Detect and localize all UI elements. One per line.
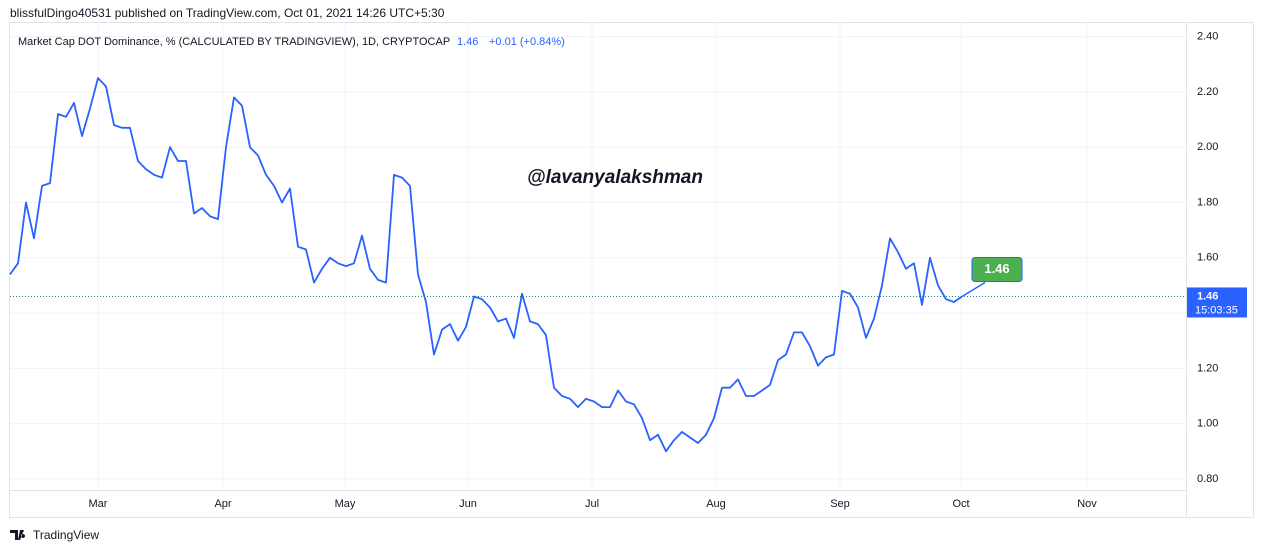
x-tick-label: Jul xyxy=(585,498,599,510)
x-tick-label: Oct xyxy=(952,498,969,510)
logo-icon xyxy=(10,530,26,540)
price-line xyxy=(9,77,963,453)
y-tick-label: 0.80 xyxy=(1197,473,1218,485)
x-tick-label: Apr xyxy=(214,498,231,510)
price-badge xyxy=(1187,287,1247,318)
x-tick-label: Aug xyxy=(706,498,726,510)
y-tick-label: 2.00 xyxy=(1197,141,1218,153)
publisher-line: blissfulDingo40531 published on TradingV… xyxy=(10,6,445,20)
change: +0.01 (+0.84%) xyxy=(489,36,565,48)
y-tick-label: 2.20 xyxy=(1197,86,1218,98)
countdown: 15:03:35 xyxy=(1195,304,1238,316)
chart-title: Market Cap DOT Dominance, % (CALCULATED … xyxy=(18,36,450,48)
y-tick-label: 1.60 xyxy=(1197,252,1218,264)
x-tick-label: Nov xyxy=(1077,498,1097,510)
x-tick-label: Jun xyxy=(459,498,477,510)
y-tick-label: 1.00 xyxy=(1197,418,1218,430)
price-badge-value: 1.46 xyxy=(1197,290,1218,302)
callout-bubble xyxy=(971,256,1023,282)
chart-frame xyxy=(9,22,1254,518)
x-tick-label: Sep xyxy=(830,498,850,510)
callout-pointer xyxy=(961,281,986,298)
last-value: 1.46 xyxy=(457,36,478,48)
x-tick-label: May xyxy=(335,498,356,510)
watermark: @lavanyalakshman xyxy=(527,167,703,188)
footer-text: TradingView xyxy=(33,528,99,542)
x-tick-label: Mar xyxy=(89,498,108,510)
y-tick-label: 1.80 xyxy=(1197,196,1218,208)
y-tick-label: 2.40 xyxy=(1197,30,1218,42)
callout-value: 1.46 xyxy=(984,261,1009,276)
y-tick-label: 1.20 xyxy=(1197,362,1218,374)
footer-logo: TradingView xyxy=(10,528,99,542)
